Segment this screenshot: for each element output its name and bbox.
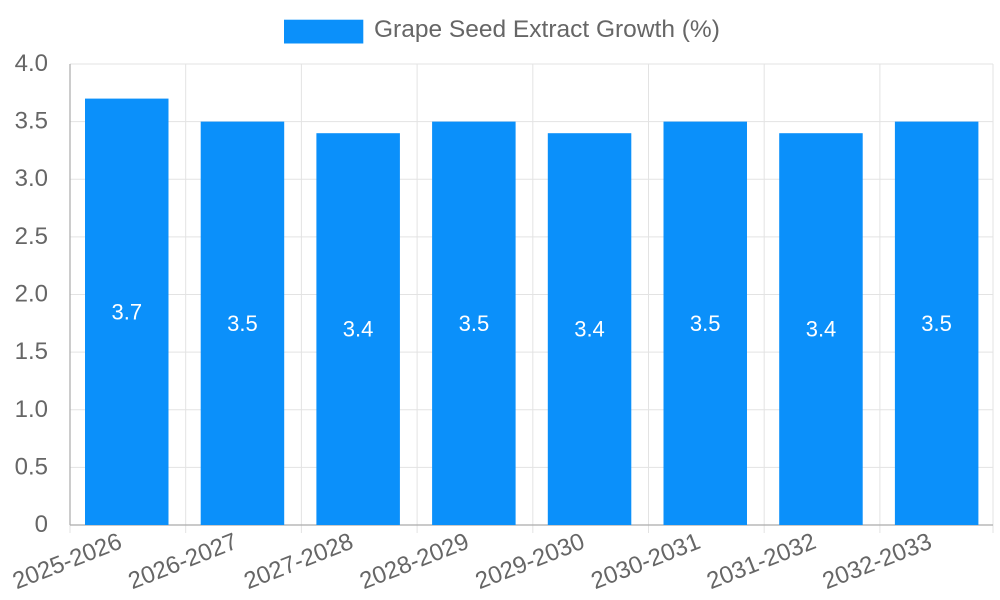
svg-text:4.0: 4.0 (15, 50, 48, 77)
svg-text:3.5: 3.5 (690, 311, 721, 336)
svg-text:2026-2027: 2026-2027 (125, 528, 242, 595)
svg-text:0: 0 (35, 511, 48, 538)
svg-text:3.4: 3.4 (343, 317, 374, 342)
svg-text:2029-2030: 2029-2030 (472, 528, 589, 595)
svg-text:3.5: 3.5 (15, 108, 48, 135)
svg-text:3.5: 3.5 (227, 311, 258, 336)
svg-text:2032-2033: 2032-2033 (819, 528, 936, 595)
svg-text:2.0: 2.0 (15, 281, 48, 308)
svg-text:Grape Seed Extract Growth (%): Grape Seed Extract Growth (%) (374, 16, 720, 43)
svg-text:2025-2026: 2025-2026 (9, 528, 126, 595)
svg-text:2027-2028: 2027-2028 (240, 528, 357, 595)
svg-text:2031-2032: 2031-2032 (703, 528, 820, 595)
svg-text:3.5: 3.5 (921, 311, 952, 336)
svg-text:2030-2031: 2030-2031 (587, 528, 704, 595)
svg-text:2.5: 2.5 (15, 223, 48, 250)
svg-text:3.4: 3.4 (806, 317, 837, 342)
svg-text:3.0: 3.0 (15, 165, 48, 192)
svg-text:1.5: 1.5 (15, 338, 48, 365)
svg-text:3.4: 3.4 (574, 317, 605, 342)
svg-text:0.5: 0.5 (15, 453, 48, 480)
svg-text:1.0: 1.0 (15, 396, 48, 423)
svg-text:2028-2029: 2028-2029 (356, 528, 473, 595)
svg-text:3.5: 3.5 (459, 311, 490, 336)
svg-text:3.7: 3.7 (112, 299, 143, 324)
